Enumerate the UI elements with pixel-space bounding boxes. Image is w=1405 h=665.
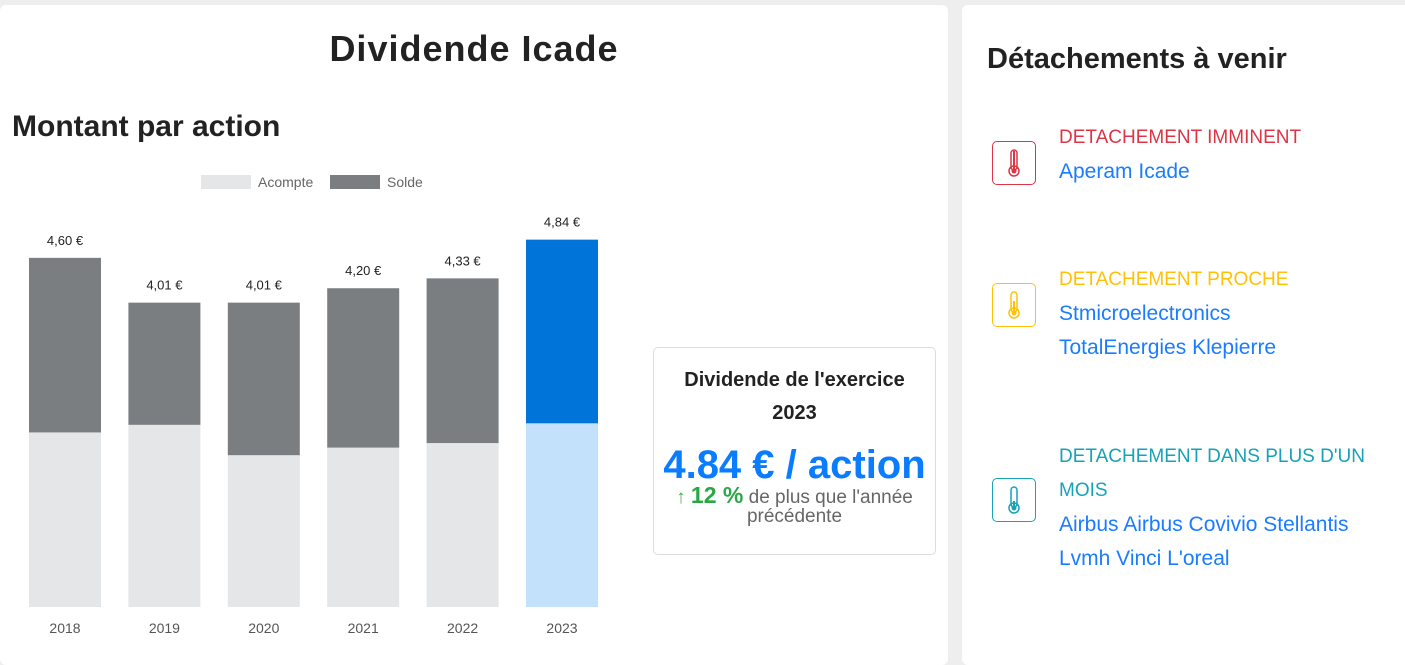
stock-link[interactable]: TotalEnergies Klepierre	[1059, 336, 1277, 359]
bar-solde-2023	[526, 239, 598, 424]
stock-link[interactable]: Aperam Icade	[1059, 160, 1190, 183]
detachment-group: DETACHEMENT PROCHE Stmicroelectronics Tota…	[992, 263, 1392, 365]
thermometer-full-icon	[992, 141, 1036, 185]
stock-link[interactable]: Airbus Airbus Covivio Stellantis	[1059, 513, 1349, 536]
x-tick-2019: 2019	[149, 620, 180, 636]
chart-title: Montant par action	[12, 110, 281, 143]
data-label-2019: 4,01 €	[146, 278, 183, 293]
arrow-up-icon: ↑	[676, 487, 686, 508]
page-title: Dividende Icade	[329, 28, 619, 69]
data-label-2023: 4,84 €	[544, 215, 581, 230]
bar-solde-2021	[327, 288, 400, 448]
bar-acompte-2022	[426, 443, 499, 607]
bar-solde-2020	[227, 302, 300, 456]
group-label: DETACHEMENT PROCHE	[1059, 269, 1289, 290]
x-tick-2022: 2022	[447, 620, 478, 636]
legend-label-acompte: Acompte	[258, 174, 313, 190]
bar-solde-2019	[128, 302, 201, 425]
x-tick-2021: 2021	[348, 620, 379, 636]
legend-swatch-acompte	[201, 175, 251, 189]
kpi-value: 4.84 € / action	[663, 443, 926, 487]
upcoming-title: Détachements à venir	[987, 43, 1287, 75]
delta-percent: 12 %	[690, 482, 744, 508]
data-label-2018: 4,60 €	[47, 233, 84, 248]
bar-acompte-2019	[128, 424, 201, 607]
legend-swatch-solde	[330, 175, 380, 189]
data-label-2022: 4,33 €	[445, 253, 482, 268]
data-label-2021: 4,20 €	[345, 263, 382, 278]
stock-link[interactable]: Lvmh Vinci L'oreal	[1059, 547, 1230, 570]
detachment-group: DETACHEMENT DANS PLUS D'UN MOIS Airbus Ai…	[992, 440, 1392, 576]
bar-acompte-2018	[29, 432, 101, 607]
kpi-title: Dividende de l'exercice 2023	[684, 369, 905, 424]
delta-text: de plus que l'année précédente	[746, 487, 913, 527]
bar-solde-2022	[426, 278, 499, 444]
group-label: DETACHEMENT DANS PLUS D'UN MOIS	[1059, 446, 1365, 501]
x-tick-2018: 2018	[49, 620, 80, 636]
bar-solde-2018	[29, 257, 101, 433]
upcoming-card: Détachements à venir DETACHEMENT IMMINEN…	[962, 5, 1405, 665]
stock-link[interactable]: Stmicroelectronics	[1059, 302, 1231, 325]
kpi-card: Dividende de l'exercice 2023 4.84 € / ac…	[653, 347, 936, 555]
kpi-delta: ↑ 12 % de plus que l'année précédente	[654, 484, 935, 527]
legend-label-solde: Solde	[387, 174, 423, 190]
x-tick-2020: 2020	[248, 620, 279, 636]
thermometer-low-icon	[992, 478, 1036, 522]
x-tick-2023: 2023	[546, 620, 577, 636]
bar-acompte-2021	[327, 447, 400, 607]
dividend-chart: Acompte Solde 4,60 € 2018 4,01 € 2019 4,01 € 20…	[29, 174, 598, 636]
bar-acompte-2023	[526, 423, 598, 607]
data-label-2020: 4,01 €	[246, 278, 283, 293]
detachment-group: DETACHEMENT IMMINENT Aperam Icade	[992, 121, 1392, 189]
thermometer-half-icon	[992, 283, 1036, 327]
group-label: DETACHEMENT IMMINENT	[1059, 127, 1302, 148]
bar-acompte-2020	[227, 455, 300, 607]
